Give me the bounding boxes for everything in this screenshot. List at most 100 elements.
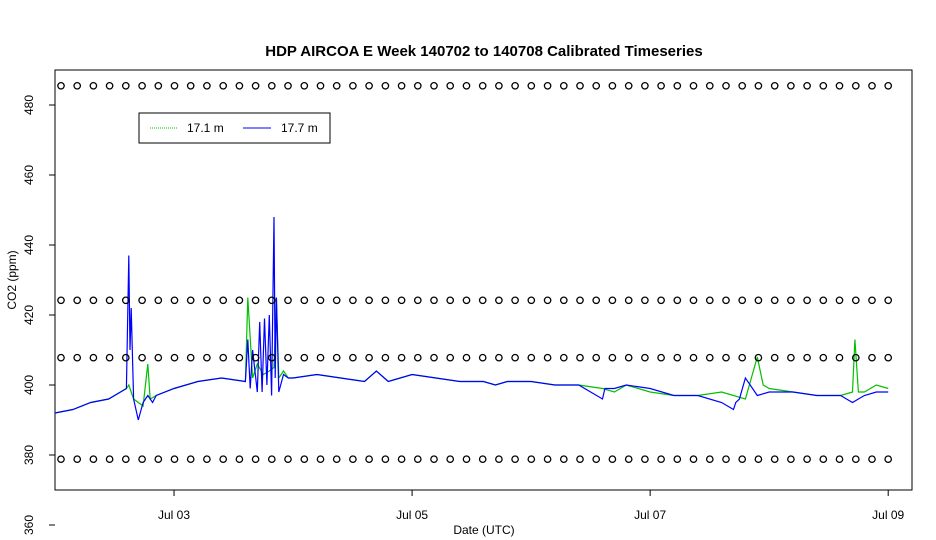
reference-marker [397,81,406,90]
reference-marker [413,353,422,362]
reference-marker [819,455,828,464]
reference-marker [689,81,698,90]
reference-marker [754,296,763,305]
reference-marker [511,81,519,90]
reference-marker [462,455,471,464]
reference-marker [430,455,438,464]
reference-marker [446,81,455,90]
reference-marker [722,296,730,305]
reference-marker [105,81,114,90]
reference-marker [154,353,163,362]
reference-marker [73,296,82,305]
reference-marker [170,296,179,305]
reference-marker [57,455,65,464]
reference-marker [478,296,487,305]
reference-marker [235,81,244,90]
reference-marker [705,455,714,464]
reference-marker [397,455,406,464]
y-tick-label: 480 [22,95,36,115]
reference-marker [105,296,114,305]
reference-marker [787,81,795,90]
reference-marker [608,296,617,305]
reference-marker [608,455,617,464]
reference-marker [738,81,747,90]
y-tick-label: 360 [22,515,36,535]
reference-marker [803,455,811,464]
reference-marker [446,296,455,305]
reference-marker [592,455,601,464]
reference-marker [543,81,552,90]
reference-marker [624,81,633,90]
reference-marker [559,296,568,305]
reference-marker [705,353,714,362]
reference-marker [300,81,309,90]
reference-marker [559,353,568,362]
reference-marker [121,353,130,362]
series-line-1 [54,216,889,421]
reference-marker [332,296,341,305]
reference-marker [868,455,876,464]
reference-marker [332,81,341,90]
reference-marker [57,353,65,362]
reference-marker [608,353,617,362]
y-tick-label: 460 [22,165,36,185]
reference-marker [105,455,114,464]
reference-marker [316,353,325,362]
reference-markers [57,81,893,464]
reference-marker [462,353,471,362]
reference-marker [835,353,844,362]
reference-marker [203,296,211,305]
reference-marker [235,296,244,305]
reference-marker [884,296,893,305]
reference-marker [884,353,893,362]
reference-marker [641,353,649,362]
plot-frame [54,69,913,491]
reference-marker [154,81,163,90]
reference-marker [430,81,438,90]
reference-marker [235,353,244,362]
y-axis: 360 380 400 420 440 460 480 [22,95,55,535]
reference-marker [819,353,828,362]
reference-marker [803,296,811,305]
reference-marker [787,455,795,464]
reference-marker [349,81,357,90]
y-tick-label: 380 [22,445,36,465]
reference-marker [219,296,228,305]
reference-marker [138,353,146,362]
reference-marker [657,353,665,362]
reference-marker [284,353,292,362]
reference-marker [349,296,357,305]
reference-marker [511,353,519,362]
reference-marker [705,81,714,90]
reference-marker [851,455,860,464]
reference-marker [576,81,584,90]
reference-marker [803,81,811,90]
reference-marker [186,81,195,90]
x-tick-label: Jul 07 [634,508,666,522]
reference-marker [186,296,195,305]
reference-marker [284,81,292,90]
reference-marker [673,455,682,464]
reference-marker [89,296,98,305]
x-tick-label: Jul 03 [158,508,190,522]
reference-marker [527,296,536,305]
reference-marker [235,455,244,464]
reference-marker [495,296,503,305]
reference-marker [868,81,876,90]
reference-marker [89,81,98,90]
reference-marker [511,296,519,305]
y-axis-label: CO2 (ppm) [5,250,19,309]
reference-marker [478,455,487,464]
reference-marker [884,455,893,464]
reference-marker [251,296,260,305]
reference-marker [657,296,665,305]
reference-marker [154,296,163,305]
reference-marker [738,296,747,305]
reference-marker [219,81,228,90]
reference-marker [349,353,357,362]
reference-marker [770,353,779,362]
reference-marker [138,296,146,305]
reference-marker [186,455,195,464]
reference-marker [251,455,260,464]
reference-marker [381,296,390,305]
